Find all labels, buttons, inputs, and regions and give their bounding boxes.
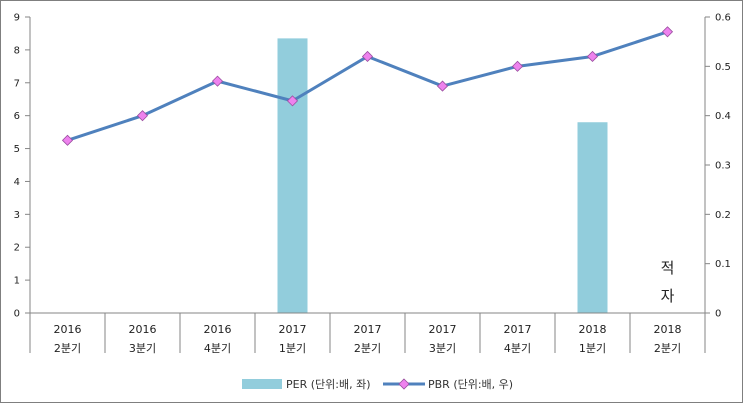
y-left-tick-label: 1 (14, 276, 20, 287)
y-right-tick-label: 0.6 (715, 13, 731, 24)
x-tick-label-year: 2017 (504, 323, 532, 336)
y-left-tick-label: 5 (14, 144, 20, 155)
x-tick-label-quarter: 3분기 (129, 342, 156, 355)
x-tick-label-year: 2016 (54, 323, 82, 336)
y-left-tick-label: 6 (14, 111, 20, 122)
pbr-point (136, 110, 149, 122)
x-tick-label-quarter: 2분기 (354, 342, 381, 355)
x-tick-label-year: 2017 (279, 323, 307, 336)
per-bar (577, 122, 608, 313)
x-tick-label-year: 2016 (129, 323, 157, 336)
annotation-char: 적 (661, 259, 675, 277)
y-right-tick-label: 0.3 (715, 161, 731, 172)
x-tick-label-year: 2018 (579, 323, 607, 336)
x-tick-label-quarter: 2분기 (654, 342, 681, 355)
y-right-tick-label: 0.2 (715, 210, 731, 221)
pbr-point (511, 60, 524, 72)
legend-label-per: PER (단위:배, 좌) (286, 378, 371, 391)
y-left-tick-label: 4 (14, 177, 20, 188)
x-tick-label-year: 2017 (354, 323, 382, 336)
x-tick-label-quarter: 4분기 (504, 342, 531, 355)
y-left-tick-label: 7 (14, 78, 20, 89)
x-tick-label-quarter: 2분기 (54, 342, 81, 355)
pbr-point (586, 50, 599, 63)
y-left-tick-label: 3 (14, 210, 20, 221)
legend-swatch-per (242, 379, 282, 389)
pbr-point (661, 26, 674, 38)
pbr-point (361, 50, 374, 63)
legend-swatch-pbr-marker (398, 378, 410, 390)
y-left-tick-label: 0 (14, 309, 20, 320)
x-tick-label-quarter: 3분기 (429, 342, 456, 355)
x-tick-label-quarter: 1분기 (579, 342, 606, 355)
x-tick-label-year: 2018 (654, 323, 682, 336)
pbr-point (61, 134, 74, 146)
x-tick-label-quarter: 1분기 (279, 342, 306, 355)
y-right-tick-label: 0 (715, 309, 721, 320)
pbr-point (436, 80, 449, 92)
annotation-char: 자 (661, 287, 675, 305)
pbr-point (211, 75, 224, 87)
x-tick-label-year: 2017 (429, 323, 457, 336)
y-right-tick-label: 0.5 (715, 62, 731, 73)
pbr-point (286, 95, 299, 107)
x-tick-label-quarter: 4분기 (204, 342, 231, 355)
y-right-tick-label: 0.4 (715, 111, 731, 122)
y-left-tick-label: 9 (14, 13, 20, 24)
y-left-tick-label: 2 (14, 243, 20, 254)
legend-label-pbr: PBR (단위:배, 우) (428, 378, 513, 391)
y-right-tick-label: 0.1 (715, 259, 731, 270)
per-bar (277, 38, 308, 313)
x-tick-label-year: 2016 (204, 323, 232, 336)
y-left-tick-label: 8 (14, 45, 20, 56)
